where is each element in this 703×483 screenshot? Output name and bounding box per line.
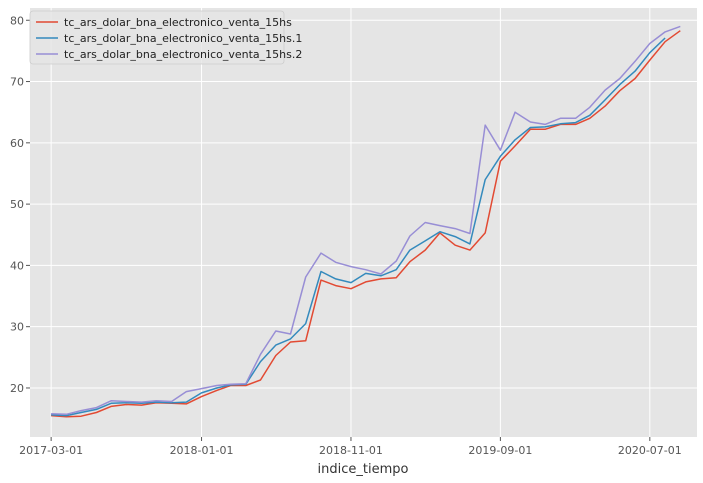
y-tick-label: 50	[10, 198, 24, 211]
legend-label: tc_ars_dolar_bna_electronico_venta_15hs.…	[64, 32, 302, 45]
x-tick-label: 2018-11-01	[319, 444, 383, 457]
y-tick-label: 20	[10, 382, 24, 395]
y-tick-label: 40	[10, 259, 24, 272]
y-tick-label: 30	[10, 321, 24, 334]
series-line-3	[51, 25, 681, 416]
legend-box	[29, 10, 285, 65]
plot-area	[30, 8, 697, 437]
x-tick-label: 2019-09-01	[468, 444, 532, 457]
legend-label: tc_ars_dolar_bna_electronico_venta_15hs.…	[64, 48, 302, 61]
series-line-2	[51, 37, 666, 417]
series-lines	[51, 25, 681, 418]
y-axis-ticks: 20 30 40 50 60 70 80	[10, 14, 30, 395]
legend: tc_ars_dolar_bna_electronico_venta_15hst…	[29, 10, 302, 65]
x-tick-label: 2017-03-01	[19, 444, 83, 457]
x-axis-ticks: 2017-03-01 2018-01-01 2018-11-01 2019-09-01…	[19, 437, 682, 457]
legend-label: tc_ars_dolar_bna_electronico_venta_15hs	[64, 16, 292, 29]
x-tick-label: 2020-07-01	[618, 444, 682, 457]
y-tick-label: 60	[10, 137, 24, 150]
x-tick-label: 2018-01-01	[170, 444, 234, 457]
x-axis-title: indice_tiempo	[318, 462, 409, 477]
y-tick-label: 70	[10, 76, 24, 89]
y-tick-label: 80	[10, 14, 24, 27]
